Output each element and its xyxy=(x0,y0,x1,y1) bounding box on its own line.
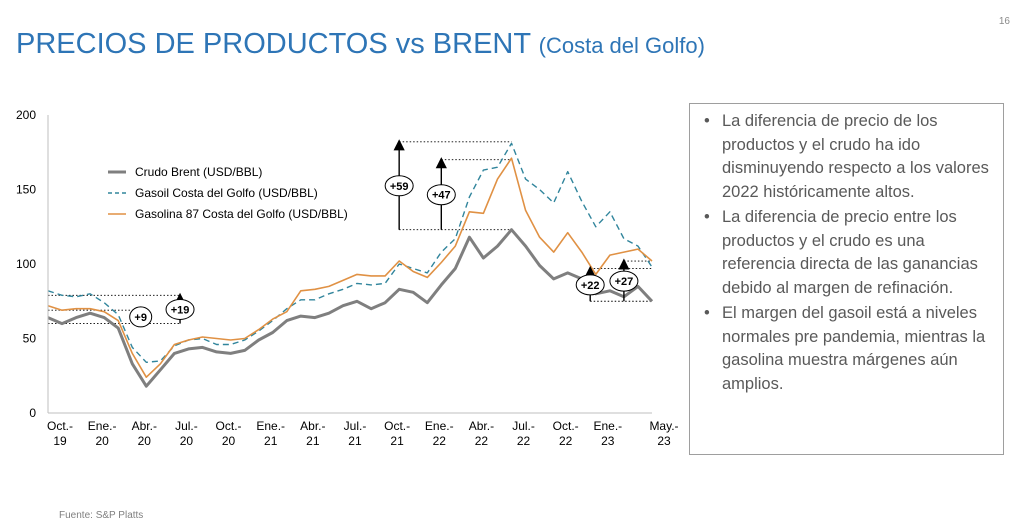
x-tick-line: 22 xyxy=(559,434,573,448)
legend-label: Gasoil Costa del Golfo (USD/BBL) xyxy=(135,186,318,200)
annotation-label: +9 xyxy=(134,312,147,324)
annotation-ellipse xyxy=(165,298,195,320)
x-tick-label: Jul.-20 xyxy=(175,419,198,448)
x-tick-line: Ene.- xyxy=(593,419,622,433)
legend-label: Gasolina 87 Costa del Golfo (USD/BBL) xyxy=(135,207,348,221)
page-number: 16 xyxy=(998,16,1010,27)
x-tick-line: Ene.- xyxy=(88,419,117,433)
annotation-ellipse xyxy=(384,175,414,197)
note-text: La diferencia de precio entre los produc… xyxy=(722,208,978,297)
x-tick-line: Oct.- xyxy=(216,419,242,433)
x-tick-line: 21 xyxy=(348,434,362,448)
note-item: • La diferencia de precio de los producto… xyxy=(702,110,995,204)
x-tick-line: Abr.- xyxy=(300,419,325,433)
note-item: • La diferencia de precio entre los produ… xyxy=(702,206,995,300)
annotation-label: +47 xyxy=(432,190,451,202)
x-tick-line: 21 xyxy=(390,434,404,448)
page-title: PRECIOS DE PRODUCTOS vs BRENT (Costa del… xyxy=(16,28,705,61)
x-tick-label: Abr.-20 xyxy=(132,419,157,448)
note-item: • El margen del gasoil está a niveles nor… xyxy=(702,302,995,396)
bullet-icon: • xyxy=(704,304,710,322)
notes-box: • La diferencia de precio de los producto… xyxy=(689,103,1004,455)
legend-label: Crudo Brent (USD/BBL) xyxy=(135,165,262,179)
x-tick-line: 20 xyxy=(180,434,194,448)
title-main: PRECIOS DE PRODUCTOS vs BRENT xyxy=(16,28,531,60)
x-tick-line: 22 xyxy=(475,434,489,448)
x-tick-line: 22 xyxy=(433,434,447,448)
x-tick-label: Oct.-20 xyxy=(216,419,242,448)
x-tick-label: May.-23 xyxy=(649,419,678,448)
chart-legend: Crudo Brent (USD/BBL) Gasoil Costa del Go… xyxy=(108,165,348,221)
x-tick-line: 23 xyxy=(657,434,671,448)
x-tick-label: Oct.-19 xyxy=(47,419,73,448)
margin-annotations: +9 +19 +59 +47 +22 +27 xyxy=(129,139,639,328)
x-tick-line: May.- xyxy=(649,419,678,433)
source-note: Fuente: S&P Platts xyxy=(59,510,144,521)
x-tick-label: Oct.-21 xyxy=(384,419,410,448)
annotation-label: +59 xyxy=(390,181,409,193)
x-tick-line: Ene.- xyxy=(425,419,454,433)
annotation-ellipse xyxy=(609,270,639,292)
series-line xyxy=(47,142,653,363)
x-tick-label: Oct.-22 xyxy=(553,419,579,448)
annotation-label: +19 xyxy=(171,304,190,316)
y-tick-label: 150 xyxy=(16,183,36,197)
y-tick-label: 200 xyxy=(16,108,36,122)
x-tick-line: Jul.- xyxy=(175,419,198,433)
series-line xyxy=(47,228,654,388)
x-tick-line: Oct.- xyxy=(384,419,410,433)
annotation-ellipse xyxy=(575,274,605,296)
x-tick-label: Jul.-21 xyxy=(344,419,367,448)
series-lines xyxy=(47,142,654,388)
y-tick-label: 100 xyxy=(16,257,36,271)
x-tick-line: 21 xyxy=(264,434,278,448)
x-tick-line: 20 xyxy=(222,434,236,448)
x-tick-line: Ene.- xyxy=(256,419,285,433)
x-tick-line: 23 xyxy=(601,434,615,448)
note-text: El margen del gasoil está a niveles norm… xyxy=(722,304,986,393)
annotation-label: +27 xyxy=(615,276,634,288)
x-tick-label: Abr.-21 xyxy=(300,419,325,448)
x-axis-tick-labels: Oct.-19Ene.-20Abr.-20Jul.-20Oct.-20Ene.-… xyxy=(47,419,679,448)
x-tick-label: Ene.-21 xyxy=(256,419,285,448)
title-subtitle: (Costa del Golfo) xyxy=(538,33,705,58)
note-text: La diferencia de precio de los productos… xyxy=(722,112,989,201)
x-tick-line: Jul.- xyxy=(512,419,535,433)
x-tick-line: 19 xyxy=(53,434,67,448)
x-tick-line: Oct.- xyxy=(47,419,73,433)
x-tick-line: 20 xyxy=(138,434,152,448)
x-tick-line: 21 xyxy=(306,434,320,448)
x-tick-label: Ene.-23 xyxy=(593,419,622,448)
x-tick-line: 20 xyxy=(95,434,109,448)
x-tick-line: 22 xyxy=(517,434,531,448)
y-tick-label: 50 xyxy=(23,332,37,346)
y-axis-tick-labels: 0 50 100 150 200 xyxy=(16,108,36,420)
x-tick-line: Jul.- xyxy=(344,419,367,433)
x-tick-label: Ene.-20 xyxy=(88,419,117,448)
bullet-icon: • xyxy=(704,112,710,130)
annotation-label: +22 xyxy=(581,280,600,292)
x-tick-line: Oct.- xyxy=(553,419,579,433)
x-tick-line: Abr.- xyxy=(132,419,157,433)
y-tick-label: 0 xyxy=(29,406,36,420)
annotation-ellipse xyxy=(129,306,153,328)
annotation-ellipse xyxy=(426,184,456,206)
series-line xyxy=(47,157,653,379)
x-tick-line: Abr.- xyxy=(469,419,494,433)
chart-axes xyxy=(47,115,652,414)
x-tick-label: Jul.-22 xyxy=(512,419,535,448)
x-tick-label: Ene.-22 xyxy=(425,419,454,448)
bullet-icon: • xyxy=(704,208,710,226)
x-tick-label: Abr.-22 xyxy=(469,419,494,448)
